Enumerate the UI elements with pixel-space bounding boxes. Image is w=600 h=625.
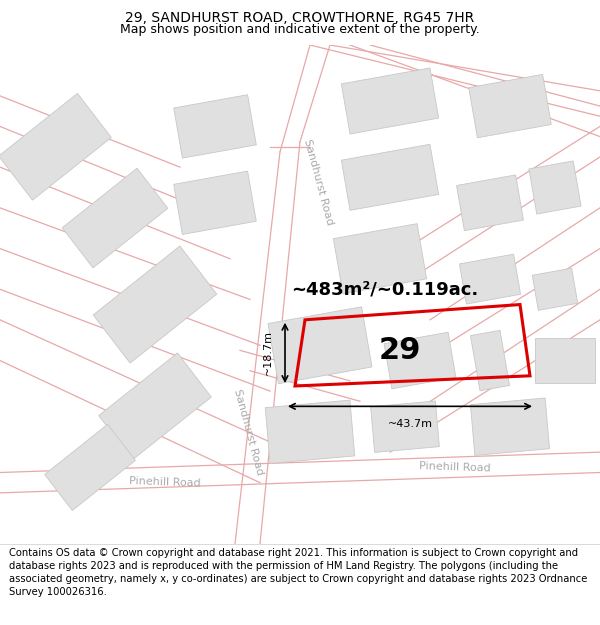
Text: Map shows position and indicative extent of the property.: Map shows position and indicative extent… — [120, 23, 480, 36]
Text: Sandhurst Road: Sandhurst Road — [302, 138, 334, 227]
Polygon shape — [62, 168, 168, 268]
Text: ~483m²/~0.119ac.: ~483m²/~0.119ac. — [292, 280, 479, 298]
Polygon shape — [535, 338, 595, 383]
Text: ~43.7m: ~43.7m — [388, 419, 433, 429]
Polygon shape — [265, 400, 355, 464]
Text: 29, SANDHURST ROAD, CROWTHORNE, RG45 7HR: 29, SANDHURST ROAD, CROWTHORNE, RG45 7HR — [125, 11, 475, 25]
Polygon shape — [174, 171, 256, 234]
Polygon shape — [371, 401, 439, 452]
Polygon shape — [469, 74, 551, 138]
Polygon shape — [470, 398, 550, 456]
Polygon shape — [341, 68, 439, 134]
Polygon shape — [98, 353, 211, 460]
Text: 29: 29 — [379, 336, 421, 365]
Polygon shape — [460, 254, 521, 304]
Polygon shape — [384, 332, 456, 389]
Polygon shape — [529, 161, 581, 214]
Polygon shape — [470, 331, 509, 391]
Text: Contains OS data © Crown copyright and database right 2021. This information is : Contains OS data © Crown copyright and d… — [9, 548, 587, 598]
Text: Pinehill Road: Pinehill Road — [419, 461, 491, 474]
Polygon shape — [93, 246, 217, 363]
Text: Sandhurst Road: Sandhurst Road — [232, 388, 265, 476]
Polygon shape — [268, 307, 372, 384]
Text: Pinehill Road: Pinehill Road — [129, 476, 201, 489]
Polygon shape — [0, 93, 112, 200]
Polygon shape — [334, 224, 427, 294]
Polygon shape — [457, 175, 523, 231]
Polygon shape — [174, 95, 256, 158]
Text: ~18.7m: ~18.7m — [263, 331, 273, 376]
Polygon shape — [44, 424, 136, 511]
Polygon shape — [341, 144, 439, 211]
Polygon shape — [532, 268, 578, 311]
